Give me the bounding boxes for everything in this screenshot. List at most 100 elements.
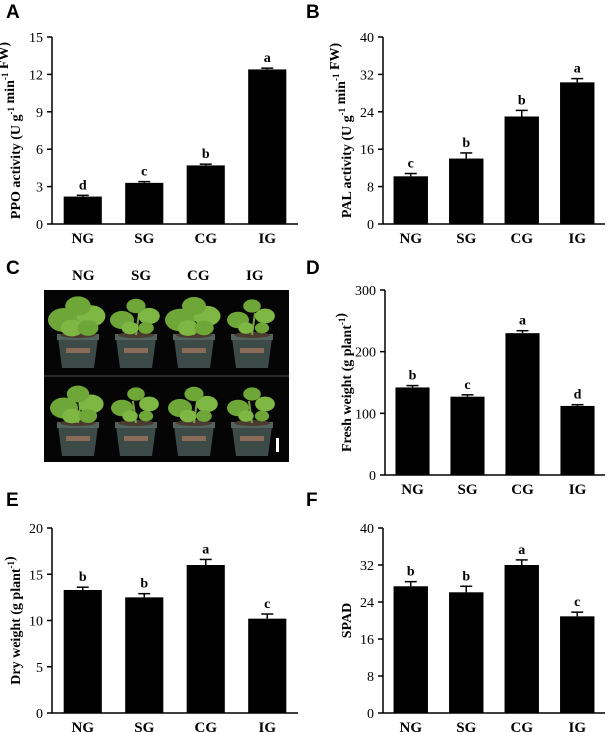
chart-spad: 0 8 16 24 32 40 SPAD b NG b SG a CG c IG <box>340 522 605 732</box>
leaf <box>138 410 154 422</box>
x-tick-label: CG <box>511 720 534 732</box>
significance-letter: a <box>518 543 525 558</box>
y-axis-label: PAL activity (U g-1 min-1 FW) <box>328 42 355 218</box>
pot-label <box>124 348 148 353</box>
y-tick-label: 10 <box>29 615 43 630</box>
bar-cg <box>504 565 539 713</box>
photo-label-cg: CG <box>187 268 210 284</box>
bar-ig <box>560 405 595 475</box>
y-tick-label: 300 <box>355 284 376 299</box>
bar-ig <box>560 616 595 713</box>
panel-label-b: B <box>306 2 320 23</box>
significance-letter: b <box>409 369 417 384</box>
x-tick-label: IG <box>258 720 276 732</box>
x-tick-label: IG <box>569 482 587 498</box>
y-axis-label: SPAD <box>340 603 355 639</box>
y-tick-label: 40 <box>360 31 374 46</box>
leaf <box>254 410 270 422</box>
significance-letter: b <box>79 570 87 585</box>
leaf <box>238 322 254 334</box>
x-tick-label: IG <box>568 231 586 247</box>
photo-label-sg: SG <box>131 268 152 284</box>
y-axis-label: Dry weight (g plant-1) <box>3 556 24 685</box>
bar-sg <box>450 396 485 475</box>
x-tick-label: IG <box>568 720 586 732</box>
y-axis-label-part: PPO activity (U g <box>9 114 24 219</box>
x-tick-label: SG <box>134 231 154 247</box>
y-axis-label-part: Dry weight (g plant <box>9 568 24 685</box>
y-tick-label: 40 <box>360 522 374 537</box>
y-tick-label: 0 <box>369 469 376 484</box>
panel-label-e: E <box>6 490 19 511</box>
leaf <box>138 307 160 325</box>
chart-dry-weight: 0 5 10 15 20 Dry weight (g plant-1) b NG b SG a CG c… <box>3 522 298 732</box>
y-axis-label: PPO activity (U g-1 min-1 FW) <box>0 42 24 219</box>
bar-sg <box>449 158 484 224</box>
leaf <box>194 320 214 336</box>
y-axis-label-part: min <box>3 80 18 107</box>
x-tick-label: CG <box>195 720 218 732</box>
x-tick-label: CG <box>195 231 218 247</box>
bar-ig <box>248 69 287 224</box>
y-tick-label: 16 <box>360 143 374 158</box>
y-tick-label: 15 <box>29 568 43 583</box>
y-tick-label: 15 <box>29 31 43 46</box>
y-tick-label: 3 <box>36 181 43 196</box>
leaf <box>139 396 159 412</box>
y-tick-label: 12 <box>29 68 43 83</box>
y-axis-label-part: ) <box>3 556 18 561</box>
bar-cg <box>504 116 539 224</box>
photo-label-ig: IG <box>246 268 264 284</box>
y-tick-label: 20 <box>29 522 43 537</box>
significance-letter: c <box>574 595 580 610</box>
y-tick-label: 200 <box>355 346 376 361</box>
y-tick-label: 0 <box>367 707 374 722</box>
leaf <box>255 308 275 324</box>
significance-letter: b <box>462 136 470 151</box>
x-tick-label: IG <box>258 231 276 247</box>
pot-label <box>182 436 206 441</box>
y-tick-label: 0 <box>367 218 374 233</box>
leaf <box>254 322 270 334</box>
y-axis-label: Fresh weight (g plant-1) <box>334 313 355 452</box>
leaf <box>121 321 139 335</box>
panel-label-c: C <box>6 258 20 279</box>
x-tick-label: SG <box>456 231 476 247</box>
leaf <box>182 297 206 315</box>
y-tick-label: 16 <box>360 633 374 648</box>
significance-letter: b <box>407 565 415 580</box>
leaf <box>196 410 212 422</box>
leaf <box>62 408 82 424</box>
bar-cg <box>186 565 225 713</box>
leaf <box>179 409 197 423</box>
significance-letter: b <box>202 147 210 162</box>
leaf <box>243 299 261 313</box>
leaf <box>66 385 90 403</box>
scale-bar <box>276 438 279 452</box>
significance-letter: c <box>408 157 414 172</box>
stem <box>251 312 256 336</box>
bar-cg <box>186 165 225 224</box>
bar-sg <box>449 592 484 713</box>
x-tick-label: NG <box>401 482 424 498</box>
panel-label-d: D <box>306 258 320 279</box>
pot-label <box>182 348 206 353</box>
y-axis-label-part: SPAD <box>340 603 355 639</box>
pot-label <box>66 436 90 441</box>
leaf <box>243 387 261 401</box>
leaf <box>138 322 154 334</box>
leaf <box>127 387 145 401</box>
y-axis-label-sup: -1 <box>331 73 341 81</box>
significance-letter: a <box>574 62 581 77</box>
leaf <box>177 320 199 336</box>
pot-label <box>240 348 264 353</box>
y-tick-label: 32 <box>360 68 374 83</box>
significance-letter: a <box>264 51 271 66</box>
significance-letter: d <box>79 178 87 193</box>
x-tick-label: SG <box>134 720 154 732</box>
y-tick-label: 5 <box>36 661 43 676</box>
y-axis-label-sup: -1 <box>6 560 16 568</box>
